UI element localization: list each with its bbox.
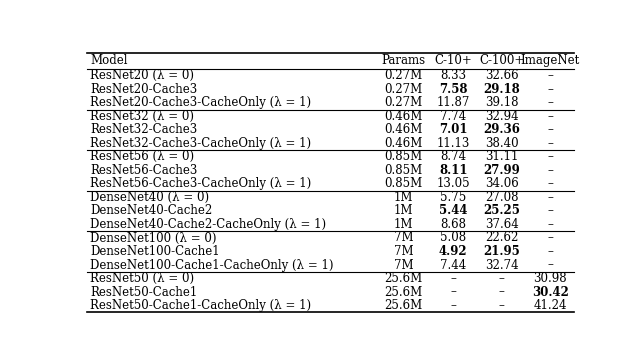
Text: ResNet20-Cache3: ResNet20-Cache3	[90, 83, 197, 96]
Text: 29.18: 29.18	[483, 83, 520, 96]
Text: 41.24: 41.24	[534, 299, 567, 312]
Text: 0.27M: 0.27M	[384, 83, 422, 96]
Text: 0.46M: 0.46M	[384, 137, 422, 150]
Text: –: –	[547, 164, 554, 177]
Text: 7.74: 7.74	[440, 110, 467, 123]
Text: 27.99: 27.99	[483, 164, 520, 177]
Text: –: –	[451, 272, 456, 285]
Text: ResNet56-Cache3: ResNet56-Cache3	[90, 164, 197, 177]
Text: 4.92: 4.92	[439, 245, 468, 258]
Text: 8.33: 8.33	[440, 69, 467, 82]
Text: Model: Model	[90, 54, 127, 67]
Text: DenseNet100-Cache1-CacheOnly (λ = 1): DenseNet100-Cache1-CacheOnly (λ = 1)	[90, 258, 333, 271]
Text: 1M: 1M	[394, 191, 413, 204]
Text: 27.08: 27.08	[485, 191, 518, 204]
Text: 1M: 1M	[394, 218, 413, 231]
Text: 7M: 7M	[394, 245, 413, 258]
Text: 8.68: 8.68	[440, 218, 466, 231]
Text: ResNet20 (λ = 0): ResNet20 (λ = 0)	[90, 69, 194, 82]
Text: –: –	[547, 191, 554, 204]
Text: 22.62: 22.62	[485, 232, 518, 245]
Text: –: –	[499, 299, 505, 312]
Text: 25.6M: 25.6M	[384, 286, 422, 299]
Text: 38.40: 38.40	[485, 137, 518, 150]
Text: 30.42: 30.42	[532, 286, 569, 299]
Text: –: –	[547, 218, 554, 231]
Text: 25.6M: 25.6M	[384, 272, 422, 285]
Text: –: –	[547, 245, 554, 258]
Text: ResNet50 (λ = 0): ResNet50 (λ = 0)	[90, 272, 194, 285]
Text: 11.87: 11.87	[436, 96, 470, 110]
Text: –: –	[451, 286, 456, 299]
Text: 7.44: 7.44	[440, 258, 467, 271]
Text: ResNet56 (λ = 0): ResNet56 (λ = 0)	[90, 150, 194, 164]
Text: –: –	[547, 204, 554, 217]
Text: Params: Params	[381, 54, 426, 67]
Text: 7.01: 7.01	[439, 124, 467, 136]
Text: ResNet32-Cache3: ResNet32-Cache3	[90, 124, 197, 136]
Text: 5.75: 5.75	[440, 191, 467, 204]
Text: –: –	[547, 69, 554, 82]
Text: 39.18: 39.18	[485, 96, 518, 110]
Text: ResNet50-Cache1: ResNet50-Cache1	[90, 286, 197, 299]
Text: –: –	[547, 137, 554, 150]
Text: DenseNet40-Cache2-CacheOnly (λ = 1): DenseNet40-Cache2-CacheOnly (λ = 1)	[90, 218, 326, 231]
Text: –: –	[499, 272, 505, 285]
Text: 8.74: 8.74	[440, 150, 467, 164]
Text: 30.98: 30.98	[534, 272, 567, 285]
Text: ResNet20-Cache3-CacheOnly (λ = 1): ResNet20-Cache3-CacheOnly (λ = 1)	[90, 96, 311, 110]
Text: DenseNet40-Cache2: DenseNet40-Cache2	[90, 204, 212, 217]
Text: –: –	[547, 124, 554, 136]
Text: 13.05: 13.05	[436, 178, 470, 190]
Text: 5.08: 5.08	[440, 232, 467, 245]
Text: 37.64: 37.64	[485, 218, 518, 231]
Text: C-100+: C-100+	[479, 54, 524, 67]
Text: –: –	[547, 232, 554, 245]
Text: –: –	[547, 258, 554, 271]
Text: 29.36: 29.36	[483, 124, 520, 136]
Text: 0.46M: 0.46M	[384, 110, 422, 123]
Text: DenseNet100 (λ = 0): DenseNet100 (λ = 0)	[90, 232, 216, 245]
Text: 11.13: 11.13	[436, 137, 470, 150]
Text: 7.58: 7.58	[439, 83, 467, 96]
Text: C-10+: C-10+	[435, 54, 472, 67]
Text: 0.85M: 0.85M	[384, 164, 422, 177]
Text: –: –	[499, 286, 505, 299]
Text: DenseNet100-Cache1: DenseNet100-Cache1	[90, 245, 220, 258]
Text: 0.46M: 0.46M	[384, 124, 422, 136]
Text: 7M: 7M	[394, 258, 413, 271]
Text: ResNet32-Cache3-CacheOnly (λ = 1): ResNet32-Cache3-CacheOnly (λ = 1)	[90, 137, 311, 150]
Text: –: –	[547, 150, 554, 164]
Text: 0.27M: 0.27M	[384, 96, 422, 110]
Text: 7M: 7M	[394, 232, 413, 245]
Text: DenseNet40 (λ = 0): DenseNet40 (λ = 0)	[90, 191, 209, 204]
Text: 25.25: 25.25	[483, 204, 520, 217]
Text: –: –	[547, 96, 554, 110]
Text: ImageNet: ImageNet	[521, 54, 580, 67]
Text: 25.6M: 25.6M	[384, 299, 422, 312]
Text: 32.66: 32.66	[485, 69, 518, 82]
Text: ResNet32 (λ = 0): ResNet32 (λ = 0)	[90, 110, 194, 123]
Text: ResNet50-Cache1-CacheOnly (λ = 1): ResNet50-Cache1-CacheOnly (λ = 1)	[90, 299, 311, 312]
Text: 34.06: 34.06	[485, 178, 518, 190]
Text: –: –	[451, 299, 456, 312]
Text: 1M: 1M	[394, 204, 413, 217]
Text: –: –	[547, 83, 554, 96]
Text: 8.11: 8.11	[439, 164, 467, 177]
Text: 5.44: 5.44	[439, 204, 467, 217]
Text: 0.27M: 0.27M	[384, 69, 422, 82]
Text: 21.95: 21.95	[483, 245, 520, 258]
Text: –: –	[547, 110, 554, 123]
Text: 0.85M: 0.85M	[384, 178, 422, 190]
Text: –: –	[547, 178, 554, 190]
Text: 31.11: 31.11	[485, 150, 518, 164]
Text: 32.74: 32.74	[485, 258, 518, 271]
Text: 32.94: 32.94	[485, 110, 518, 123]
Text: ResNet56-Cache3-CacheOnly (λ = 1): ResNet56-Cache3-CacheOnly (λ = 1)	[90, 178, 311, 190]
Text: 0.85M: 0.85M	[384, 150, 422, 164]
